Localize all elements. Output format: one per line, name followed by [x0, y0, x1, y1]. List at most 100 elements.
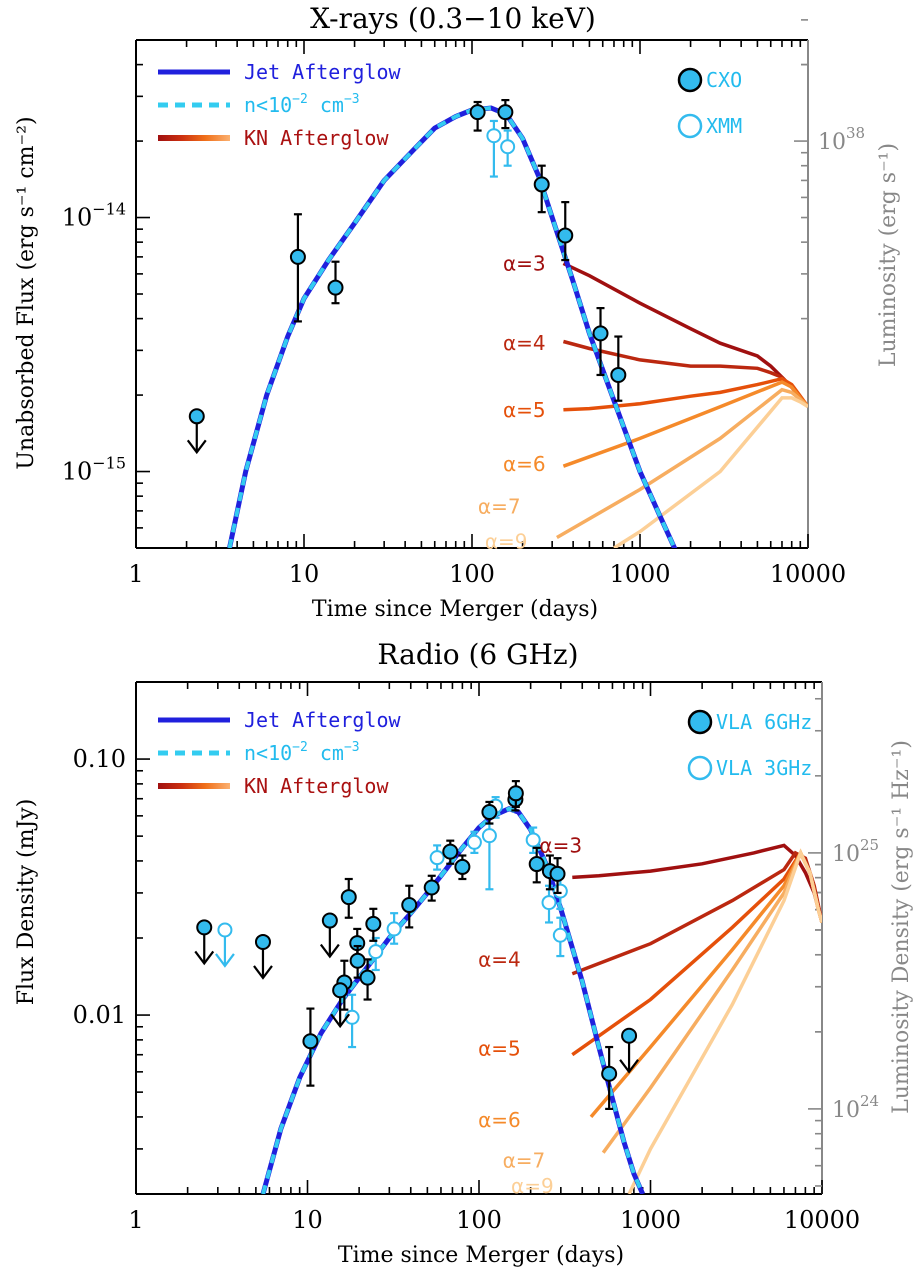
- xray-alpha-label-4: α=6: [503, 452, 546, 476]
- radio-legend-label: Jet Afterglow: [244, 708, 401, 732]
- xray-open-point: [486, 128, 502, 144]
- xray-legend-label: KN Afterglow: [244, 126, 389, 150]
- xray-filled-point: [557, 227, 574, 244]
- radio-panel: 1 10 100 1000 10000 0.01 0.10 1024 1025 α=3 α=4 α=5…: [73, 681, 879, 1234]
- radio-upper-limit-point: [321, 912, 338, 929]
- xray-legend-swatch-kn: [158, 135, 230, 141]
- radio-open-point: [552, 927, 568, 943]
- radio-kn-curve-1: [572, 843, 822, 923]
- radio-title: Radio (6 GHz): [377, 638, 578, 671]
- xray-filled-point: [610, 366, 627, 383]
- radio-alpha-label-1: α=3: [539, 833, 582, 857]
- xray-panel: 1 10 100 1000 10000 10−15 10−14 1038 α=3 α=4 α=5 α=…: [62, 19, 865, 588]
- radio-legend-data-label: VLA 3GHz: [716, 756, 812, 780]
- radio-upper-limit-point: [217, 922, 233, 938]
- radio-filled-point: [549, 865, 566, 882]
- xray-x-tick-label: 1: [128, 560, 143, 588]
- xray-legend-data-label: XMM: [706, 114, 742, 138]
- radio-open-point: [481, 828, 497, 844]
- xray-alpha-label-5: α=7: [478, 494, 521, 518]
- radio-filled-point: [454, 858, 471, 875]
- xray-x-tick-label: 100: [449, 560, 495, 588]
- xray-upper-limit-point: [188, 408, 205, 425]
- xray-filled-point: [327, 279, 344, 296]
- xray-legend-data-label: CXO: [706, 68, 742, 92]
- xray-kn-curve-6: [613, 396, 808, 548]
- radio-legend-marker-open: [687, 755, 713, 781]
- radio-open-point: [429, 850, 445, 866]
- radio-filled-point: [401, 897, 418, 914]
- radio-filled-point: [442, 843, 459, 860]
- xray-filled-point: [289, 248, 306, 265]
- radio-ylabel: Flux Density (mJy): [14, 799, 39, 1006]
- radio-legend-swatch-kn: [158, 783, 230, 789]
- radio-x-tick-label: 1: [128, 1206, 143, 1234]
- xray-filled-point: [533, 176, 550, 193]
- xray-filled-point: [469, 104, 486, 121]
- xray-upper-limit-arrowhead: [186, 439, 207, 455]
- xray-alpha-label-3: α=5: [503, 398, 546, 422]
- radio-alpha-label-3: α=5: [478, 1037, 521, 1061]
- xray-kn-curve-5: [556, 387, 808, 540]
- xray-xlabel: Time since Merger (days): [312, 597, 598, 622]
- radio-kn-curve-5: [601, 848, 822, 1154]
- xray-x-tick-label: 10000: [770, 560, 846, 588]
- radio-open-point: [541, 895, 557, 911]
- xray-kn-curve-3: [563, 376, 808, 412]
- radio-open-point: [386, 921, 402, 937]
- radio-open-point: [552, 883, 568, 899]
- xray-y2label: Luminosity (erg s⁻¹): [876, 143, 901, 367]
- radio-filled-point: [507, 785, 524, 802]
- xray-open-point: [500, 139, 516, 155]
- xray-legend-label: Jet Afterglow: [244, 60, 401, 84]
- radio-filled-point: [340, 889, 357, 906]
- radio-alpha-label-4: α=6: [478, 1108, 521, 1132]
- radio-y-tick-label: 0.10: [73, 745, 126, 773]
- radio-filled-point: [365, 915, 382, 932]
- radio-x-tick-label: 10: [292, 1206, 323, 1234]
- xray-ylabel: Unabsorbed Flux (erg s⁻¹ cm⁻²): [14, 116, 39, 469]
- xray-alpha-label-2: α=4: [503, 331, 546, 355]
- radio-low-density-line: [261, 806, 645, 1194]
- radio-open-point: [525, 832, 541, 848]
- radio-filled-point: [528, 856, 545, 873]
- radio-filled-point: [601, 1065, 618, 1082]
- xray-y2-tick-label: 1038: [818, 124, 865, 155]
- radio-alpha-label-2: α=4: [478, 947, 521, 971]
- xray-kn-curve-4: [562, 380, 808, 468]
- radio-y2-tick-label: 1025: [832, 836, 879, 867]
- xray-x-tick-label: 10: [289, 560, 320, 588]
- radio-filled-point: [359, 969, 376, 986]
- xray-jet-afterglow-line: [227, 105, 678, 548]
- xray-alpha-label-1: α=3: [503, 251, 546, 275]
- radio-upper-limit-point: [332, 982, 349, 999]
- radio-xlabel: Time since Merger (days): [338, 1243, 624, 1268]
- radio-legend-marker-filled: [687, 709, 713, 735]
- radio-upper-limit-arrowhead: [194, 950, 215, 966]
- radio-x-tick-label: 100: [456, 1206, 502, 1234]
- xray-filled-point: [592, 325, 609, 342]
- radio-upper-limit-arrowhead: [319, 943, 340, 959]
- xray-alpha-label-6: α=9: [485, 530, 528, 554]
- radio-open-point: [466, 834, 482, 850]
- radio-upper-limit-point: [196, 919, 213, 936]
- radio-upper-limit-arrowhead: [215, 953, 235, 968]
- radio-y2-tick-label: 1024: [832, 1092, 879, 1123]
- xray-legend-marker-filled: [677, 67, 703, 93]
- xray-x-tick-label: 1000: [609, 560, 670, 588]
- radio-upper-limit-point: [621, 1027, 638, 1044]
- xray-legend-marker-open: [677, 113, 703, 139]
- xray-legend-label: n<10−2 cm−3: [244, 92, 360, 117]
- xray-y-tick-label: 10−15: [62, 454, 126, 486]
- radio-filled-point: [302, 1033, 319, 1050]
- radio-plot-area: [260, 806, 822, 1194]
- radio-upper-limit-arrowhead: [619, 1059, 639, 1074]
- radio-legend-label: KN Afterglow: [244, 774, 389, 798]
- xray-title: X-rays (0.3−10 keV): [310, 2, 596, 35]
- radio-filled-point: [349, 952, 366, 969]
- radio-filled-point: [481, 804, 498, 821]
- radio-x-tick-label: 10000: [784, 1206, 860, 1234]
- radio-upper-limit-arrowhead: [253, 965, 273, 980]
- radio-x-tick-label: 1000: [620, 1206, 681, 1234]
